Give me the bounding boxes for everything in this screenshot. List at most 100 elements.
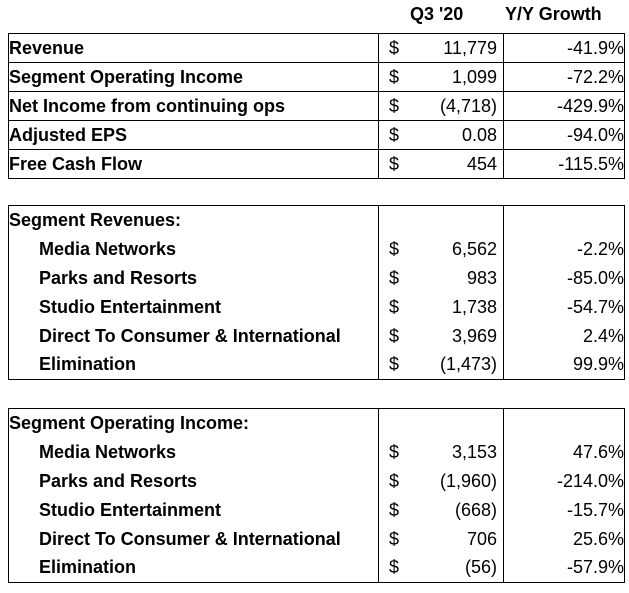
currency-symbol: $ <box>389 124 400 145</box>
value-cell: $3,153 <box>378 437 504 467</box>
row-label: Studio Entertainment <box>8 495 379 525</box>
currency-symbol: $ <box>389 528 400 549</box>
table-row: Free Cash Flow $454 -115.5% <box>8 149 625 179</box>
value: (668) <box>454 499 497 520</box>
growth-value: -54.7% <box>503 292 625 322</box>
column-header-period: Q3 '20 <box>410 4 464 24</box>
value-cell: $454 <box>378 149 504 179</box>
value-cell: $1,099 <box>378 62 504 92</box>
value: 3,153 <box>451 441 497 462</box>
growth-value: -214.0% <box>503 466 625 496</box>
table-row: Studio Entertainment $ (668) -15.7% <box>8 495 625 525</box>
table-row: Parks and Resorts $983 -85.0% <box>8 263 625 293</box>
table-row: Media Networks $6,562 -2.2% <box>8 234 625 264</box>
table-row: Studio Entertainment $1,738 -54.7% <box>8 292 625 322</box>
currency-symbol: $ <box>389 153 400 174</box>
currency-symbol: $ <box>389 267 400 288</box>
value: 6,562 <box>451 238 497 259</box>
growth-value: -429.9% <box>503 91 625 121</box>
table-row: Parks and Resorts $ (1,960) -214.0% <box>8 466 625 496</box>
row-label: Free Cash Flow <box>8 149 379 179</box>
row-label: Studio Entertainment <box>8 292 379 322</box>
currency-symbol: $ <box>389 441 400 462</box>
table-row: Net Income from continuing ops $ (4,718) … <box>8 91 625 121</box>
growth-value: -41.9% <box>503 33 625 63</box>
currency-symbol: $ <box>389 470 400 491</box>
value-cell: $983 <box>378 263 504 293</box>
currency-symbol: $ <box>389 296 400 317</box>
currency-symbol: $ <box>389 499 400 520</box>
row-label: Revenue <box>8 33 379 63</box>
summary-table: Revenue $11,779 -41.9% Segment Operating… <box>8 33 625 179</box>
value: 1,738 <box>451 296 497 317</box>
row-label: Parks and Resorts <box>8 263 379 293</box>
table-row: Elimination $ (1,473) 99.9% <box>8 350 625 380</box>
table-row: Direct To Consumer & International $706 … <box>8 524 625 554</box>
row-label: Media Networks <box>8 234 379 264</box>
growth-value: -2.2% <box>503 234 625 264</box>
value: 454 <box>466 153 497 174</box>
table-row: Adjusted EPS $0.08 -94.0% <box>8 120 625 150</box>
currency-symbol: $ <box>389 95 400 116</box>
growth-value: -85.0% <box>503 263 625 293</box>
value: 706 <box>466 528 497 549</box>
value-cell: $3,969 <box>378 321 504 351</box>
table-row: Direct To Consumer & International $3,96… <box>8 321 625 351</box>
section-title-row: Segment Revenues: <box>8 205 625 235</box>
value-cell: $1,738 <box>378 292 504 322</box>
growth-value: 47.6% <box>503 437 625 467</box>
value-cell: $ (56) <box>378 553 504 583</box>
row-label: Direct To Consumer & International <box>8 321 379 351</box>
section-title: Segment Operating Income: <box>8 408 379 438</box>
row-label: Elimination <box>8 553 379 583</box>
value-cell: $ (1,473) <box>378 350 504 380</box>
row-label: Segment Operating Income <box>8 62 379 92</box>
table-row: Revenue $11,779 -41.9% <box>8 33 625 63</box>
segment-operating-income-table: Segment Operating Income: Media Networks… <box>8 408 625 583</box>
row-label: Elimination <box>8 350 379 380</box>
growth-value: -57.9% <box>503 553 625 583</box>
growth-value: -72.2% <box>503 62 625 92</box>
value: 11,779 <box>443 37 497 58</box>
value: 0.08 <box>461 124 497 145</box>
table-row: Media Networks $3,153 47.6% <box>8 437 625 467</box>
value-cell: $0.08 <box>378 120 504 150</box>
value-cell: $ (668) <box>378 495 504 525</box>
value: (1,960) <box>439 470 497 491</box>
currency-symbol: $ <box>389 354 400 375</box>
growth-value: -115.5% <box>503 149 625 179</box>
row-label: Parks and Resorts <box>8 466 379 496</box>
growth-value: 99.9% <box>503 350 625 380</box>
value: (4,718) <box>439 95 497 116</box>
column-header-growth: Y/Y Growth <box>505 4 602 24</box>
currency-symbol: $ <box>389 557 400 578</box>
value: 1,099 <box>451 66 497 87</box>
value-cell: $ (4,718) <box>378 91 504 121</box>
growth-value: 2.4% <box>503 321 625 351</box>
row-label: Net Income from continuing ops <box>8 91 379 121</box>
section-title: Segment Revenues: <box>8 205 379 235</box>
currency-symbol: $ <box>389 238 400 259</box>
value: (1,473) <box>439 354 497 375</box>
value-cell: $6,562 <box>378 234 504 264</box>
empty-cell <box>378 205 504 235</box>
row-label: Direct To Consumer & International <box>8 524 379 554</box>
segment-revenues-table: Segment Revenues: Media Networks $6,562 … <box>8 205 625 380</box>
currency-symbol: $ <box>389 325 400 346</box>
value-cell: $ (1,960) <box>378 466 504 496</box>
empty-cell <box>503 408 625 438</box>
section-title-row: Segment Operating Income: <box>8 408 625 438</box>
value: (56) <box>464 557 497 578</box>
empty-cell <box>503 205 625 235</box>
value: 983 <box>466 267 497 288</box>
growth-value: -15.7% <box>503 495 625 525</box>
table-row: Elimination $ (56) -57.9% <box>8 553 625 583</box>
row-label: Media Networks <box>8 437 379 467</box>
growth-value: -94.0% <box>503 120 625 150</box>
table-row: Segment Operating Income $1,099 -72.2% <box>8 62 625 92</box>
currency-symbol: $ <box>389 37 400 58</box>
value: 3,969 <box>451 325 497 346</box>
value-cell: $11,779 <box>378 33 504 63</box>
row-label: Adjusted EPS <box>8 120 379 150</box>
growth-value: 25.6% <box>503 524 625 554</box>
